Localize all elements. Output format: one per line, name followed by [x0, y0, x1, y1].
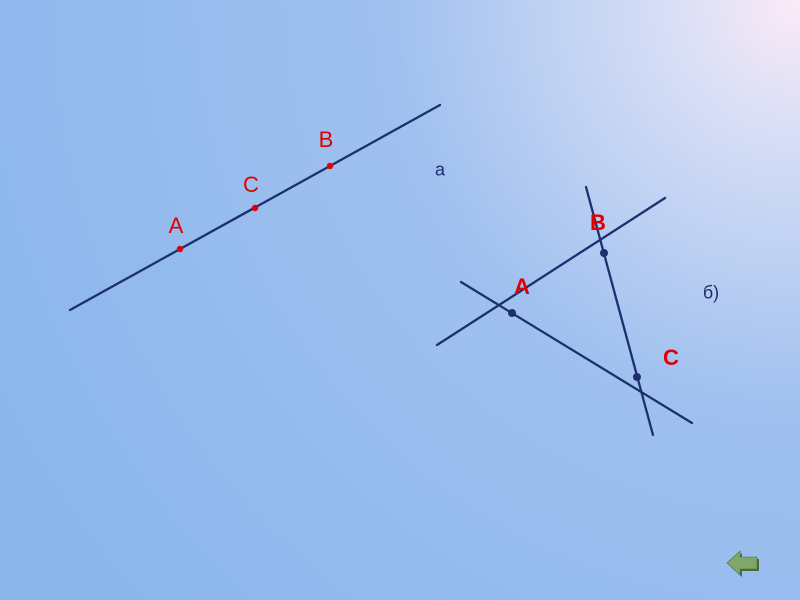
label-b-А: А — [514, 274, 530, 300]
back-button[interactable] — [725, 545, 763, 579]
caption-a: а — [435, 160, 445, 181]
label-b-В: В — [590, 210, 606, 236]
label-a-В: В — [319, 127, 334, 153]
point-B — [600, 249, 608, 257]
point-A — [177, 246, 183, 252]
diagram-svg — [0, 0, 800, 600]
point-B — [327, 163, 333, 169]
label-b-С: С — [663, 345, 679, 371]
label-a-А: А — [169, 213, 184, 239]
caption-b: б) — [703, 283, 719, 304]
point-C — [252, 205, 258, 211]
point-A — [508, 309, 516, 317]
label-a-С: С — [243, 172, 259, 198]
point-C — [633, 373, 641, 381]
diagram-stage: А С Ва А В Сб) — [0, 0, 800, 600]
